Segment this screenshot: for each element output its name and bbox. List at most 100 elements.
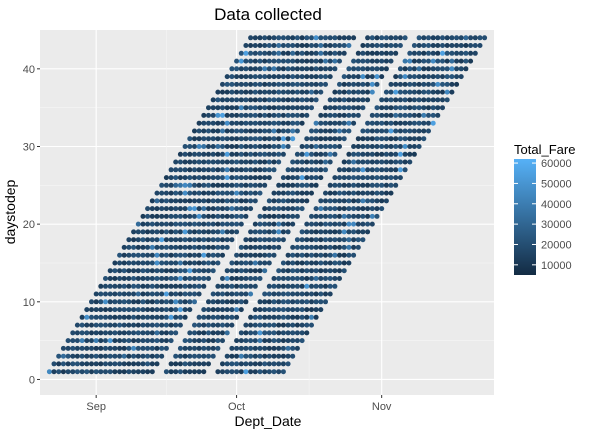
data-point <box>360 66 366 72</box>
data-point <box>393 159 399 165</box>
data-point <box>229 97 235 103</box>
data-point <box>355 221 361 227</box>
data-point <box>215 159 221 165</box>
data-point <box>313 151 319 157</box>
data-point <box>290 260 296 266</box>
data-point <box>192 291 197 297</box>
data-point <box>238 198 244 204</box>
data-point <box>163 252 169 258</box>
data-point <box>192 175 197 181</box>
data-point <box>243 369 249 375</box>
data-point <box>323 74 328 80</box>
data-point <box>440 89 445 95</box>
data-point <box>388 81 394 87</box>
y-tick-label: 0 <box>29 374 35 386</box>
data-point <box>388 144 394 149</box>
data-point <box>154 268 160 274</box>
data-point <box>257 182 263 188</box>
data-point <box>107 361 113 367</box>
data-point <box>229 229 235 235</box>
data-point <box>276 338 282 344</box>
data-point <box>177 237 183 243</box>
data-point <box>243 252 249 258</box>
data-point <box>121 260 127 266</box>
data-point <box>149 330 155 336</box>
data-point <box>252 369 258 375</box>
data-point <box>243 353 249 359</box>
data-point <box>351 244 357 250</box>
data-point <box>266 159 272 165</box>
data-point <box>397 74 403 80</box>
data-point <box>224 97 230 103</box>
data-point <box>421 89 427 95</box>
data-point <box>440 66 445 72</box>
data-point <box>140 307 146 313</box>
data-point <box>159 353 165 359</box>
data-point <box>163 369 169 375</box>
data-point <box>304 66 310 72</box>
data-point <box>323 144 328 149</box>
data-point <box>285 252 291 258</box>
data-point <box>337 198 342 204</box>
data-point <box>351 74 357 80</box>
data-point <box>262 97 268 103</box>
data-point <box>131 353 137 359</box>
data-point <box>187 190 193 196</box>
data-point <box>201 221 207 227</box>
data-point <box>159 345 165 351</box>
data-point <box>243 144 249 149</box>
data-point <box>280 50 286 56</box>
data-point <box>112 353 118 359</box>
data-point <box>271 35 277 41</box>
data-point <box>229 112 235 118</box>
data-point <box>276 112 282 118</box>
data-point <box>346 89 352 95</box>
data-point <box>192 221 197 227</box>
data-point <box>402 89 408 95</box>
data-point <box>299 283 305 289</box>
data-point <box>112 361 118 367</box>
data-point <box>280 206 286 212</box>
data-point <box>220 244 225 250</box>
data-point <box>262 206 268 212</box>
data-point <box>210 213 216 219</box>
data-point <box>299 229 305 235</box>
data-point <box>309 182 314 188</box>
data-point <box>177 260 183 266</box>
data-point <box>266 66 272 72</box>
data-point <box>276 291 282 297</box>
data-point <box>154 353 160 359</box>
data-point <box>294 268 300 274</box>
data-point <box>163 268 169 274</box>
data-point <box>397 136 403 142</box>
data-point <box>173 237 179 243</box>
data-point <box>215 105 221 111</box>
data-point <box>93 299 99 305</box>
data-point <box>397 159 403 165</box>
data-point <box>346 213 352 219</box>
data-point <box>89 322 94 328</box>
data-point <box>220 159 225 165</box>
data-point <box>187 291 193 297</box>
data-point <box>402 136 408 142</box>
data-point <box>388 182 394 188</box>
data-point <box>271 314 277 320</box>
data-point <box>337 120 342 126</box>
data-point <box>215 345 221 351</box>
data-point <box>313 252 319 258</box>
data-point <box>192 182 197 188</box>
data-point <box>192 369 197 375</box>
data-point <box>285 330 291 336</box>
data-point <box>262 237 268 243</box>
data-point <box>121 252 127 258</box>
data-point <box>327 213 333 219</box>
data-point <box>468 43 474 48</box>
data-point <box>206 307 211 313</box>
data-point <box>290 307 296 313</box>
data-point <box>262 167 268 173</box>
data-point <box>402 66 408 72</box>
data-point <box>196 252 202 258</box>
data-point <box>196 198 202 204</box>
data-point <box>229 237 235 243</box>
